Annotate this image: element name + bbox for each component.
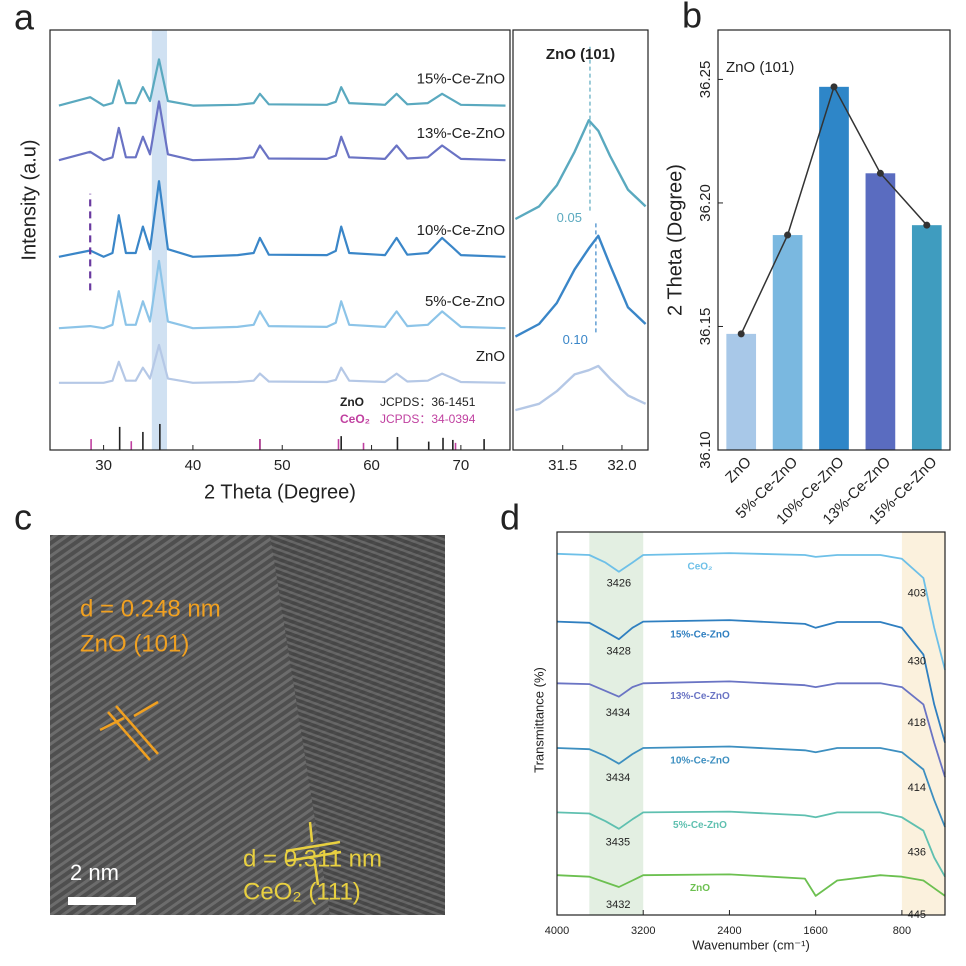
series-label: CeO₂ — [687, 561, 712, 572]
y-tick-label: 36.10 — [697, 431, 714, 469]
x-tick-label: 40 — [185, 457, 202, 474]
shift-label: 0.05 — [557, 210, 582, 225]
shift-label: 0.10 — [563, 332, 588, 347]
y-axis-title: Transmittance (%) — [531, 667, 546, 773]
series-line — [58, 100, 506, 162]
trend-point — [830, 83, 838, 91]
highlight-band — [151, 30, 168, 450]
series-label: 5%-Ce-ZnO — [425, 293, 505, 310]
bar — [772, 235, 803, 450]
x-tick-label: 3200 — [631, 925, 655, 937]
x-tick-label: 50 — [274, 457, 291, 474]
trend-point — [737, 330, 745, 338]
series-line — [556, 619, 946, 743]
band — [901, 532, 945, 915]
bar — [726, 333, 757, 450]
annotation: d = 0.248 nm — [80, 595, 221, 622]
annotation: ZnO (101) — [80, 630, 189, 657]
annotation: d = 0.311 nm — [243, 845, 382, 872]
inset-title: ZnO (101) — [546, 46, 615, 63]
plot-frame — [556, 531, 946, 916]
plot-frame — [512, 29, 649, 451]
annotation: CeO₂ (111) — [243, 878, 361, 905]
panel-label: d — [500, 497, 520, 538]
x-tick-label: 2400 — [717, 925, 741, 937]
scale-bar-label: 2 nm — [70, 860, 119, 885]
x-tick-label: 30 — [95, 457, 112, 474]
series-label: 10%-Ce-ZnO — [417, 222, 505, 239]
series-label: 13%-Ce-ZnO — [417, 125, 505, 142]
y-tick-label: 36.20 — [697, 184, 714, 222]
panel-label: c — [14, 497, 32, 538]
series-line — [58, 180, 506, 258]
series-label: 13%-Ce-ZnO — [670, 691, 730, 702]
trend-point — [876, 169, 884, 177]
reference-name: CeO₂ — [340, 412, 370, 426]
series-line — [514, 234, 647, 338]
reference-label: JCPDS：34-0394 — [380, 412, 476, 426]
tem-image — [50, 535, 445, 915]
y-axis-title: Intensity (a.u) — [18, 139, 40, 260]
plot-frame — [49, 29, 511, 451]
dip-label: 3428 — [606, 646, 630, 658]
x-tick-label: 70 — [453, 457, 470, 474]
panel-label: a — [14, 0, 35, 38]
edge-label: 436 — [908, 846, 926, 858]
series-label: 10%-Ce-ZnO — [670, 756, 730, 767]
y-tick-label: 36.25 — [697, 61, 714, 99]
series-label: ZnO — [690, 883, 710, 894]
reference-label: JCPDS：36-1451 — [380, 395, 476, 409]
series-label: 15%-Ce-ZnO — [670, 629, 730, 640]
bar — [819, 86, 849, 450]
x-tick-label: ZnO — [722, 454, 755, 487]
dip-label: 3435 — [606, 836, 630, 848]
plot-frame — [717, 29, 951, 451]
x-tick-label: 800 — [893, 925, 911, 937]
x-axis-title: 2 Theta (Degree) — [204, 481, 356, 503]
series-label: ZnO — [476, 348, 505, 365]
x-tick-label: 4000 — [545, 925, 569, 937]
series-line — [556, 680, 946, 778]
series-label: 5%-Ce-ZnO — [673, 820, 727, 831]
series-line — [515, 364, 647, 412]
edge-label: 430 — [908, 656, 926, 668]
series-line — [556, 745, 946, 828]
y-tick-label: 36.15 — [697, 308, 714, 346]
trend-point — [923, 221, 931, 229]
chart-title: ZnO (101) — [726, 59, 794, 76]
x-tick-label: 31.5 — [548, 457, 577, 474]
trend-point — [784, 231, 792, 239]
x-tick-label: 1600 — [803, 925, 827, 937]
y-axis-title: 2 Theta (Degree) — [664, 164, 686, 316]
edge-label: 418 — [908, 717, 926, 729]
series-line — [58, 259, 506, 330]
reference-name: ZnO — [340, 395, 364, 409]
dip-label: 3426 — [607, 578, 631, 590]
dip-label: 3432 — [606, 899, 630, 911]
bar — [865, 173, 896, 450]
series-label: 15%-Ce-ZnO — [417, 71, 505, 88]
x-tick-label: 60 — [363, 457, 380, 474]
series-line — [556, 873, 946, 897]
edge-label: 414 — [908, 782, 926, 794]
dip-label: 3434 — [606, 707, 630, 719]
series-line — [514, 119, 647, 221]
bar — [911, 225, 942, 450]
series-line — [58, 343, 506, 384]
series-line — [556, 552, 946, 671]
series-line — [58, 58, 506, 107]
edge-label: 403 — [908, 588, 926, 600]
band — [589, 532, 644, 915]
x-axis-title: Wavenumber (cm⁻¹) — [692, 937, 810, 952]
x-tick-label: 32.0 — [607, 457, 636, 474]
panel-label: b — [682, 0, 702, 36]
series-line — [556, 810, 946, 878]
dip-label: 3434 — [606, 772, 630, 784]
